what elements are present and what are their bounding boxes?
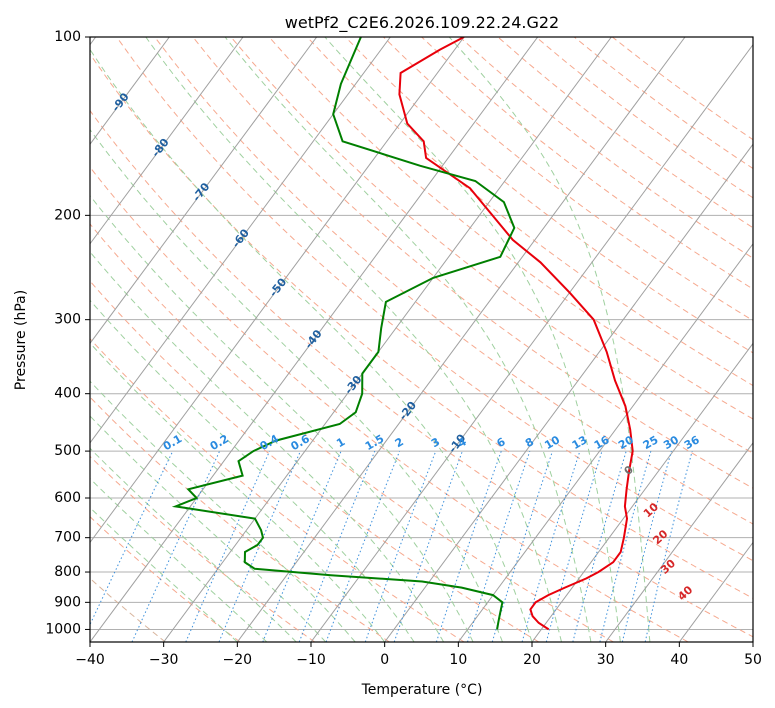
y-tick-label: 600	[54, 490, 81, 506]
dry-adiabat	[90, 455, 315, 642]
moist-adiabat	[90, 506, 238, 642]
moist-adiabat	[90, 342, 386, 642]
isotherm-line	[384, 143, 753, 642]
mixing-ratio-line	[218, 450, 301, 642]
moist-adiabat	[90, 447, 297, 642]
dry-adiabat	[268, 37, 753, 420]
mixing-ratio-line	[298, 450, 376, 642]
x-axis-label: Temperature (°C)	[361, 682, 483, 698]
x-tick-label: −10	[296, 652, 326, 668]
temperature-profile	[398, 37, 634, 631]
x-tick-label: −40	[75, 652, 105, 668]
y-tick-label: 500	[54, 443, 81, 459]
isotherm-line	[531, 342, 753, 642]
dry-adiabat	[90, 396, 390, 642]
y-tick-label: 200	[54, 207, 81, 223]
moist-adiabat	[90, 415, 327, 642]
mixing-ratio-line	[467, 450, 531, 642]
dry-adiabat	[90, 577, 166, 642]
x-tick-label: 20	[523, 652, 541, 668]
moist-adiabat	[324, 37, 621, 642]
mixing-ratio-line	[572, 450, 627, 642]
dry-adiabat	[421, 37, 753, 290]
isotherm-line	[163, 37, 612, 642]
x-tick-label: −20	[223, 652, 253, 668]
isotherm-line	[90, 37, 244, 245]
y-tick-label: 800	[54, 564, 81, 580]
mixing-ratio-line	[599, 450, 652, 642]
isotherm-line	[90, 37, 465, 544]
mixing-ratio-line	[185, 450, 271, 642]
axes: −40 −30 −20 −10 0 10 20 30 40 50 100 200 300 400 500 60…	[45, 29, 762, 668]
moist-adiabat	[90, 128, 503, 642]
isotherm-line	[605, 442, 753, 642]
y-tick-label: 400	[54, 386, 81, 402]
mixing-ratio-line	[545, 450, 603, 642]
isotherm-line	[457, 242, 753, 642]
isotherm-line	[90, 37, 318, 345]
y-axis-label: Pressure (hPa)	[13, 290, 29, 390]
moist-adiabat	[224, 37, 592, 642]
dewpoint-profile	[171, 37, 516, 630]
isotherm-line	[90, 37, 170, 146]
mixing-ratio-line	[364, 450, 437, 642]
moist-adiabat	[145, 37, 562, 642]
y-tick-label: 1000	[45, 621, 81, 637]
mixing-ratio-line	[521, 450, 581, 642]
x-tick-label: 30	[597, 652, 615, 668]
y-tick-label: 300	[54, 312, 81, 328]
mixing-ratio-line	[644, 450, 693, 642]
mixing-ratio-line	[262, 450, 342, 642]
moist-adiabat	[90, 48, 533, 642]
x-tick-label: 40	[670, 652, 688, 668]
dry-adiabat	[192, 37, 753, 489]
dry-adiabat	[306, 37, 753, 387]
mixing-ratio-line	[435, 450, 502, 642]
mixing-ratio-line	[393, 450, 463, 642]
moist-adiabat	[448, 37, 651, 642]
x-tick-label: 0	[380, 652, 389, 668]
y-tick-label: 100	[54, 29, 81, 45]
mixing-ratio-line	[621, 450, 672, 642]
plot-area: -100-90-80-70-60-50-40-30-20-100.10.20.4…	[90, 37, 753, 642]
mixing-ratio-line	[325, 450, 401, 642]
x-tick-label: −30	[149, 652, 179, 668]
plot-frame	[89, 36, 754, 643]
dry-adiabat	[90, 223, 614, 642]
dry-adiabat	[90, 280, 540, 642]
y-tick-label: 700	[54, 530, 81, 546]
isotherm-line	[90, 37, 391, 444]
x-tick-label: 50	[744, 652, 762, 668]
moist-adiabat	[90, 299, 415, 642]
y-tick-label: 900	[54, 594, 81, 610]
dry-adiabat	[230, 37, 753, 454]
chart-title: wetPf2_C2E6.2026.109.22.24.G22	[285, 13, 559, 33]
moist-adiabat	[90, 477, 268, 642]
isotherm-line	[310, 43, 753, 642]
isotherm-line	[90, 37, 539, 642]
isotherm-line	[236, 37, 686, 642]
x-tick-label: 10	[449, 652, 467, 668]
dry-adiabat	[90, 166, 689, 642]
